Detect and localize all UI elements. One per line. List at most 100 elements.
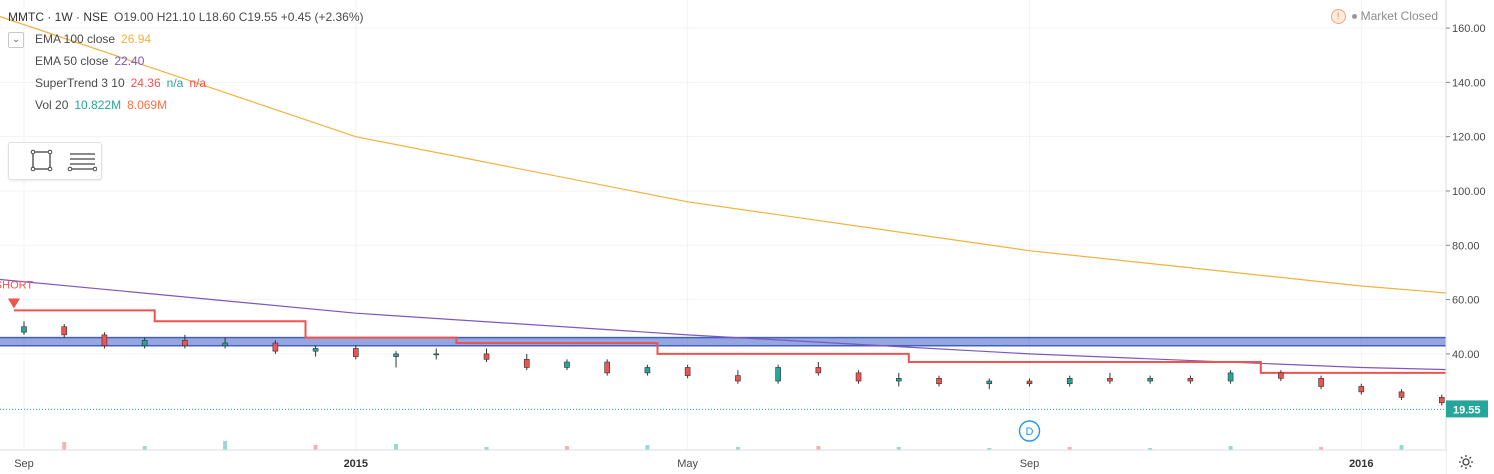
price-tick-label: 140.00 <box>1452 77 1486 89</box>
candle-body <box>895 378 902 382</box>
legend-name: Vol 20 <box>35 98 69 112</box>
ema-50-path <box>0 278 1494 372</box>
collapse-legend-button[interactable]: ⌄ <box>8 32 24 48</box>
time-tick-label: 2016 <box>1349 458 1373 470</box>
candle-body <box>21 326 27 333</box>
signal-markers: SHORTLONGSHORTLONGSHORTSHORT <box>0 279 33 309</box>
volume-bar <box>987 448 992 450</box>
legend-row[interactable]: SuperTrend 3 10 24.36 n/a n/a <box>35 75 206 91</box>
candle-body <box>775 367 781 382</box>
legend-row[interactable]: Vol 20 10.822M 8.069M <box>35 97 167 113</box>
volume-bars <box>62 441 1494 450</box>
candle-body <box>433 353 440 356</box>
price-axis-bg <box>1446 0 1494 474</box>
price-tick-label: 120.00 <box>1452 132 1486 144</box>
price-tick-label: 100.00 <box>1452 186 1486 198</box>
dividend-markers[interactable]: DDDDDD <box>0 420 1494 442</box>
symbol-header: MMTC · 1W · NSE O19.00 H21.10 L18.60 C19.… <box>8 9 364 25</box>
settings-gear-icon[interactable] <box>1458 454 1474 470</box>
candle-body <box>1318 378 1324 387</box>
last-price-label: 19.55 <box>1453 404 1481 416</box>
candle-body <box>1147 378 1153 382</box>
price-tick-label: 40.00 <box>1452 349 1480 361</box>
volume-bar <box>735 447 740 450</box>
time-tick-label: 2015 <box>344 458 368 470</box>
volume-bar <box>1067 447 1072 450</box>
price-axis[interactable]: 40.00 60.00 80.00 100.00 120.00 140.00 160.00 1… <box>1445 0 1494 474</box>
settings-lines-icon[interactable] <box>67 149 98 173</box>
ema-50-line <box>0 278 1494 372</box>
candle-body <box>815 367 822 374</box>
candle-body <box>523 359 530 368</box>
candle-body <box>1227 372 1234 382</box>
candles <box>21 321 1494 406</box>
market-status-label: Market Closed <box>1360 9 1438 23</box>
candle-body <box>855 372 862 382</box>
legend-row[interactable]: EMA 100 close 26.94 <box>35 31 151 47</box>
chart-grid <box>0 0 1446 450</box>
short-label: SHORT <box>0 279 33 291</box>
legend-row[interactable]: EMA 50 close 22.40 <box>35 53 144 69</box>
candle-body <box>141 340 148 347</box>
candle-body <box>735 375 741 382</box>
legend-value: n/a <box>166 76 184 90</box>
volume-bar <box>1399 445 1404 450</box>
volume-bar <box>564 446 569 450</box>
volume-bar <box>142 446 147 450</box>
candle-body <box>564 361 570 368</box>
volume-bar <box>1148 448 1153 450</box>
candle-body <box>101 334 108 347</box>
volume-bar <box>394 444 399 450</box>
volume-bar <box>484 447 489 450</box>
time-tick-label: May <box>677 458 698 470</box>
legend-name: EMA 50 close <box>35 54 109 68</box>
supertrend-lines <box>13 309 1494 380</box>
candle-body <box>1438 397 1445 404</box>
short-arrow-icon <box>7 298 20 309</box>
candle-body <box>1107 378 1113 382</box>
candle-body <box>644 367 651 374</box>
volume-bar <box>62 442 67 450</box>
candle-body <box>222 342 228 347</box>
horizontal-zone[interactable] <box>0 336 1494 347</box>
symbol-label[interactable]: MMTC · 1W · NSE <box>8 10 108 24</box>
candle-body <box>936 378 942 385</box>
candle-body <box>1026 380 1033 385</box>
legend-value: 26.94 <box>121 32 152 46</box>
candle-body <box>393 353 399 357</box>
time-tick-label: Sep <box>1020 458 1040 470</box>
legend-name: SuperTrend 3 10 <box>35 76 125 90</box>
candle-body <box>1358 386 1365 393</box>
volume-bar <box>1228 446 1233 450</box>
status-dot <box>1351 13 1357 19</box>
dividend-label: D <box>1026 426 1034 438</box>
price-tick-label: 80.00 <box>1452 240 1480 252</box>
legend-value: 10.822M <box>74 98 122 112</box>
support-zone-rect <box>0 336 1494 347</box>
time-axis[interactable]: Sep2015MaySep2016MaySep2017MaySep2018May… <box>0 449 1494 474</box>
time-tick-label: Sep <box>14 458 34 470</box>
legend-value: n/a <box>189 76 207 90</box>
volume-bar <box>223 441 228 450</box>
candle-body <box>312 348 319 352</box>
candle-body <box>61 326 68 336</box>
ema-100-line <box>0 15 1494 298</box>
rectangle-tool-icon[interactable] <box>29 149 55 173</box>
candle-body <box>684 367 691 376</box>
dividend-marker[interactable]: D <box>1018 420 1041 442</box>
last-price-badge <box>1446 400 1488 418</box>
market-status[interactable]: ! Market Closed <box>1330 9 1438 25</box>
volume-bar <box>816 446 821 450</box>
candle-body <box>1398 391 1405 398</box>
ema-100-path <box>0 15 1494 298</box>
price-tick-label: 60.00 <box>1452 295 1480 307</box>
volume-bar <box>645 445 650 450</box>
drawing-toolbox <box>8 142 102 180</box>
volume-bar <box>896 447 901 450</box>
candle-body <box>182 340 188 347</box>
price-tick-label: 160.00 <box>1452 23 1486 35</box>
candle-body <box>1066 378 1073 385</box>
candle-body <box>1187 378 1194 382</box>
volume-bar <box>313 445 318 450</box>
